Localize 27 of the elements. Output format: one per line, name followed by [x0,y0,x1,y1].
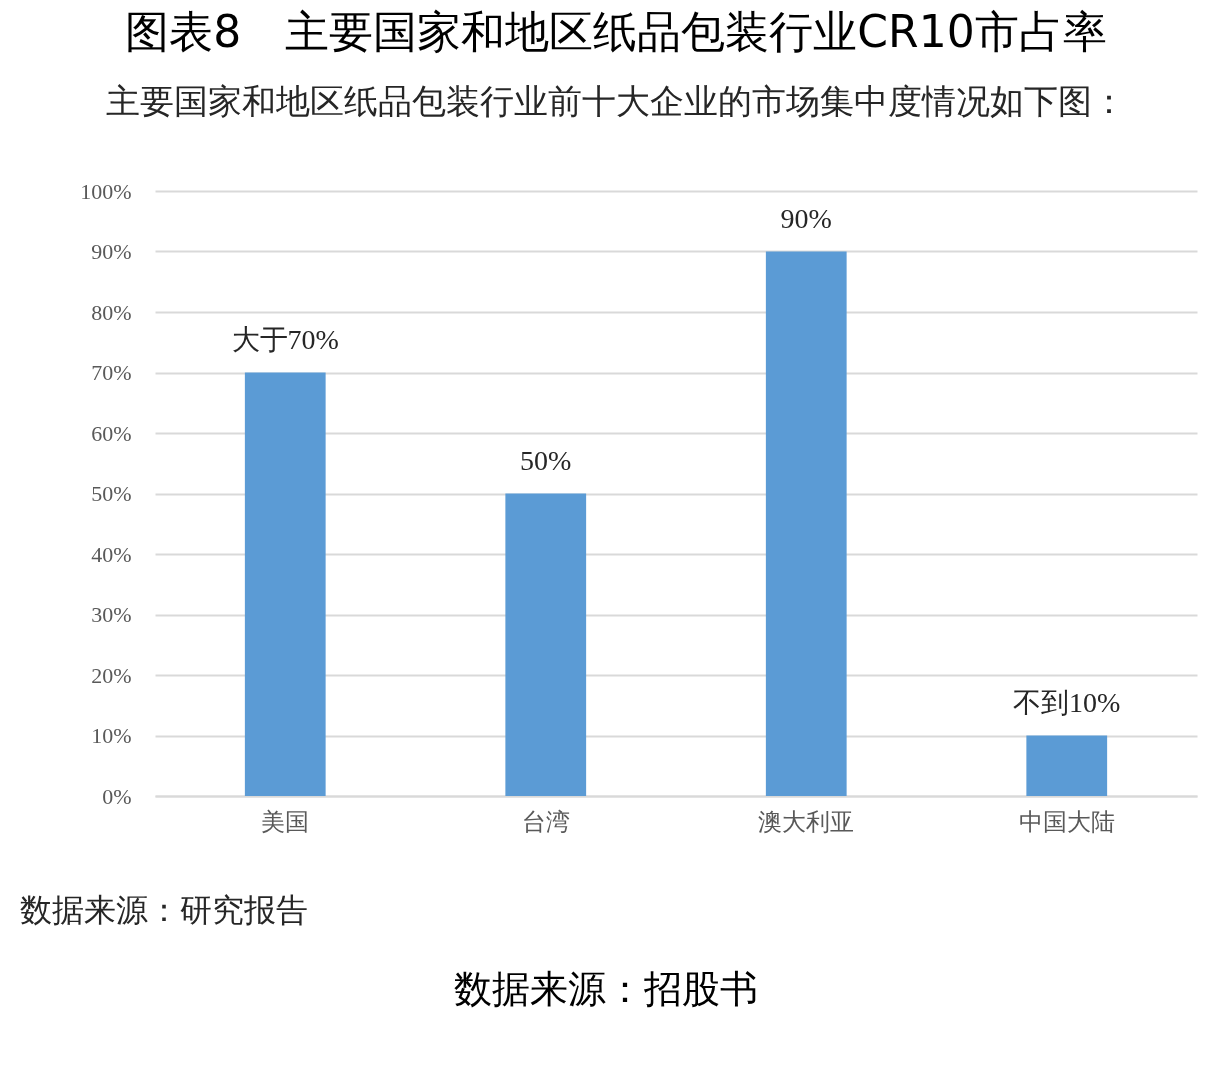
data-label: 90% [780,202,832,234]
x-tick-label: 中国大陆 [1018,808,1115,835]
y-tick-label: 10% [91,723,132,748]
y-tick-label: 70% [91,360,132,385]
y-tick-label: 40% [91,541,132,567]
source-note: 数据来源：招股书 [454,967,758,1011]
bar [505,493,587,796]
data-label: 50% [520,444,572,476]
data-label: 大于70% [231,323,339,355]
chart-title: 图表8 主要国家和地区纸品包装行业CR10市占率 [125,6,1107,57]
bar [244,372,326,796]
x-tick-label: 澳大利亚 [758,808,855,835]
y-tick-label: 30% [91,602,132,627]
y-tick-label: 100% [80,178,132,204]
y-tick-label: 20% [91,662,132,688]
y-tick-label: 80% [91,299,132,325]
x-tick-label: 台湾 [521,808,570,835]
bar [1026,735,1108,796]
y-tick-label: 60% [91,420,132,446]
x-tick-label: 美国 [261,808,310,835]
bar [765,251,847,796]
y-tick-label: 0% [102,783,132,809]
chart-subtitle: 主要国家和地区纸品包装行业前十大企业的市场集中度情况如下图： [106,83,1126,120]
y-tick-label: 90% [91,239,132,264]
data-label: 不到10% [1013,686,1121,718]
y-tick-label: 50% [91,481,132,506]
source-note: 数据来源：研究报告 [20,892,308,928]
